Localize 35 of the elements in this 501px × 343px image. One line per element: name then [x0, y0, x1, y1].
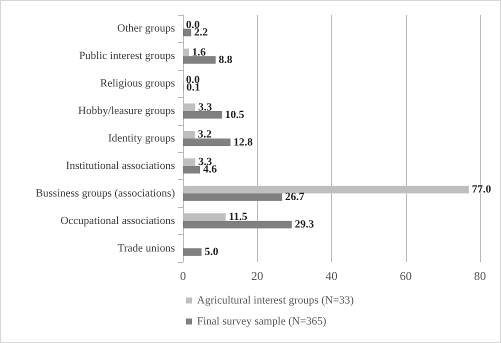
y-tick-label: Institutional associations [66, 160, 175, 172]
bar [183, 111, 222, 119]
x-tick-label: 40 [326, 269, 338, 283]
bar [183, 220, 292, 228]
y-tick-label: Religious groups [100, 78, 175, 90]
bar [183, 56, 216, 64]
y-tick-label: Bussiness groups (associations) [36, 187, 176, 200]
y-tick-label: Identity groups [108, 132, 175, 144]
x-tick-label: 0 [180, 269, 186, 283]
x-tick-label: 80 [474, 269, 486, 283]
data-label: 10.5 [224, 108, 245, 121]
data-label: 29.3 [294, 218, 315, 231]
legend-label: Agricultural interest groups (N=33) [197, 294, 354, 306]
x-tick-label: 60 [400, 269, 412, 283]
data-label: 3.2 [198, 128, 212, 141]
legend-label: Final survey sample (N=365) [197, 316, 327, 328]
y-tick-label: Other groups [117, 22, 175, 35]
data-label: 12.8 [234, 136, 254, 148]
bar [183, 28, 192, 36]
data-label: 3.3 [198, 101, 212, 114]
y-tick-label: Hobby/leasure groups [78, 105, 175, 118]
data-label: 11.5 [228, 211, 248, 224]
data-label: 77.0 [472, 184, 492, 196]
data-label: 1.6 [192, 46, 206, 58]
bar [183, 166, 200, 174]
data-label: 5.0 [204, 246, 219, 258]
bar [183, 193, 282, 201]
bar [183, 138, 231, 146]
y-tick-label: Occupational associations [60, 214, 175, 227]
data-label: 26.7 [285, 191, 305, 204]
data-label: 8.8 [218, 54, 233, 66]
bar [183, 248, 202, 256]
y-tick-label: Public interest groups [79, 50, 175, 62]
y-tick-label: Trade unions [118, 242, 175, 254]
x-tick-label: 20 [251, 269, 264, 283]
